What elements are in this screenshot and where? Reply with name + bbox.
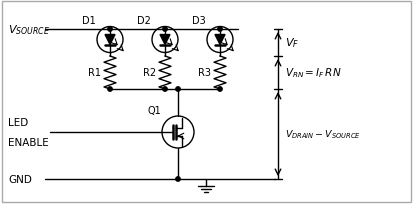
Text: $V_{SOURCE}$: $V_{SOURCE}$ <box>8 23 50 37</box>
Text: D2: D2 <box>137 16 151 26</box>
Circle shape <box>218 28 222 32</box>
Polygon shape <box>215 35 225 45</box>
Text: $V_{RN} = I_F\,RN$: $V_{RN} = I_F\,RN$ <box>285 66 342 80</box>
Circle shape <box>163 28 167 32</box>
Text: R1: R1 <box>88 68 101 78</box>
Text: ENABLE: ENABLE <box>8 137 49 147</box>
Circle shape <box>176 87 180 92</box>
Text: GND: GND <box>8 174 32 184</box>
Circle shape <box>176 177 180 181</box>
Circle shape <box>108 87 112 92</box>
Text: $V_{DRAIN} - V_{SOURCE}$: $V_{DRAIN} - V_{SOURCE}$ <box>285 128 361 141</box>
Text: Q1: Q1 <box>147 105 161 115</box>
Text: R2: R2 <box>143 68 156 78</box>
Polygon shape <box>160 35 170 45</box>
Text: LED: LED <box>8 118 28 127</box>
Polygon shape <box>105 35 115 45</box>
Circle shape <box>218 87 222 92</box>
Text: D3: D3 <box>192 16 206 26</box>
Circle shape <box>108 28 112 32</box>
Text: R3: R3 <box>198 68 211 78</box>
Text: $V_F$: $V_F$ <box>285 37 299 50</box>
Circle shape <box>163 87 167 92</box>
Text: D1: D1 <box>82 16 96 26</box>
